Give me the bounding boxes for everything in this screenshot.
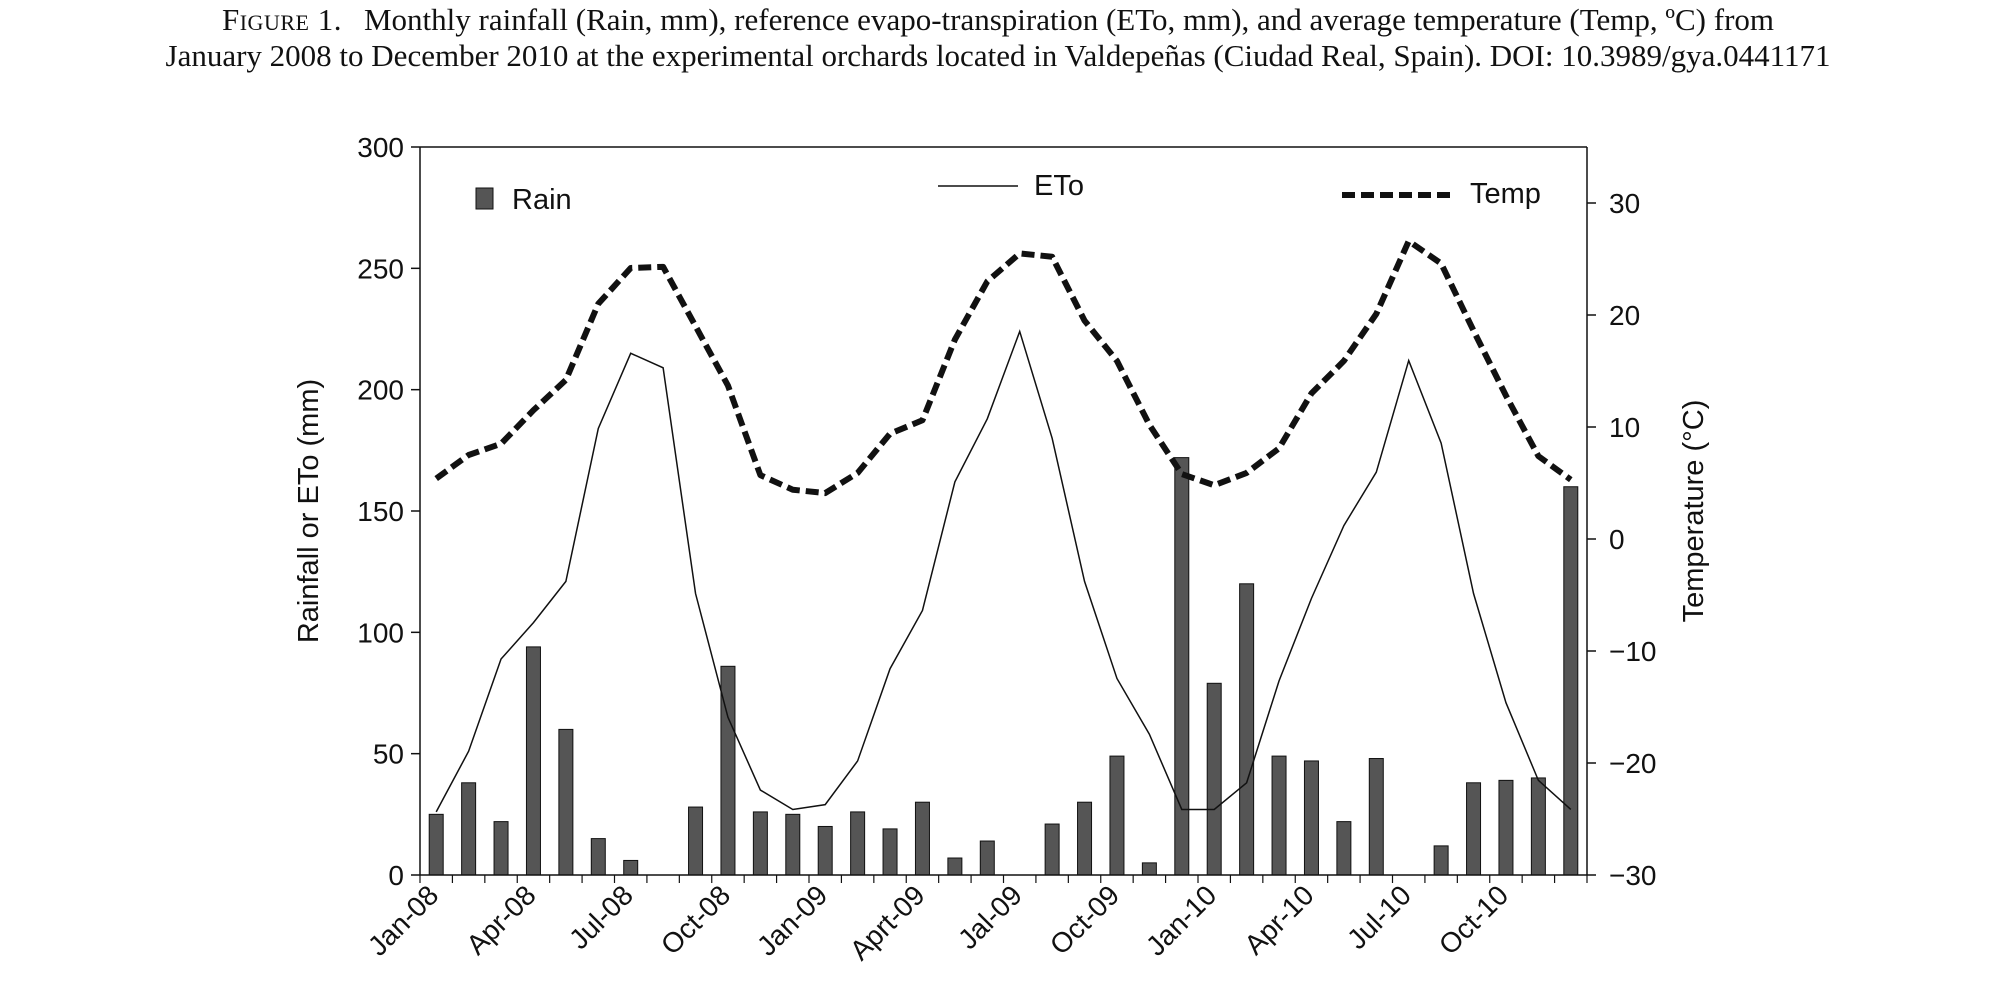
rain-bar-apr-09 — [914, 801, 930, 876]
y-tick-label: 150 — [357, 496, 404, 527]
eto-line — [435, 329, 1572, 813]
x-tick-label: Jul-10 — [1341, 879, 1417, 955]
x-tick-label: Apr-10 — [1238, 879, 1319, 960]
rain-bar-nov-09 — [1141, 862, 1157, 876]
y2-axis-label: Temperature (°C) — [1678, 400, 1710, 623]
rain-bar-feb-08 — [461, 782, 477, 876]
figure-label: Figure 1. — [221, 2, 342, 37]
x-tick-label: Oct-09 — [1044, 879, 1125, 960]
y-tick-label: 0 — [388, 860, 404, 891]
y-tick-label: 200 — [357, 375, 404, 406]
x-tick-label: Jal-09 — [952, 879, 1028, 955]
y-tick-label: 300 — [357, 132, 404, 163]
legend-temp-label: Temp — [1470, 178, 1541, 210]
x-tick-label: Oct-10 — [1433, 879, 1514, 960]
rain-bar-mar-09 — [882, 828, 898, 876]
x-tick-label: Jul-08 — [563, 879, 639, 955]
y2-tick-label: −20 — [1609, 748, 1657, 779]
rain-bar-dec-10 — [1563, 486, 1579, 876]
y2-tick-label: −30 — [1609, 860, 1657, 891]
y2-tick-label: 10 — [1609, 412, 1640, 443]
rain-bar-oct-09 — [1109, 755, 1125, 876]
rain-bar-nov-10 — [1530, 777, 1546, 876]
legend-rain-label: Rain — [512, 184, 572, 216]
rain-bar-mar-10 — [1271, 755, 1287, 876]
legend: Rain ETo Temp — [475, 170, 1541, 216]
caption-line-1: Figure 1. Monthly rainfall (Rain, mm), re… — [0, 2, 1996, 38]
x-tick-label: Jan-10 — [1140, 879, 1222, 961]
x-tick-label: Aprt-09 — [844, 879, 931, 966]
rain-bar-jan-09 — [817, 825, 833, 876]
y2-tick-label: −10 — [1609, 636, 1657, 667]
rain-bar-may-09 — [947, 857, 963, 876]
rain-bar-apr-10 — [1303, 760, 1319, 876]
x-tick-label: Apr-08 — [460, 879, 541, 960]
rain-bar-sep-08 — [688, 806, 704, 876]
rain-bar-jun-09 — [979, 840, 995, 876]
rain-bar-nov-08 — [752, 811, 768, 876]
rain-bar-jan-08 — [428, 813, 444, 876]
legend-eto-label: ETo — [1034, 170, 1084, 202]
y-tick-label: 250 — [357, 253, 404, 284]
rain-bar-may-08 — [558, 728, 574, 876]
rain-bar-feb-09 — [850, 811, 866, 876]
rain-bar-sep-09 — [1077, 801, 1093, 876]
rain-bar-jan-10 — [1206, 682, 1222, 876]
rain-bar-aug-10 — [1433, 845, 1449, 876]
rain-bar-dec-09 — [1174, 457, 1190, 876]
figure-caption: Figure 1. Monthly rainfall (Rain, mm), re… — [0, 2, 1996, 74]
y-tick-label: 50 — [373, 739, 404, 770]
y2-tick-label: 0 — [1609, 524, 1625, 555]
rain-bar-jul-08 — [623, 859, 639, 876]
rain-bar-oct-10 — [1498, 779, 1514, 876]
rain-bar-aug-09 — [1044, 823, 1060, 876]
caption-line-2: January 2008 to December 2010 at the exp… — [165, 38, 1831, 73]
y-axis-label: Rainfall or ETo (mm) — [293, 379, 325, 643]
rain-bar-jun-10 — [1368, 758, 1384, 876]
y2-tick-label: 20 — [1609, 300, 1640, 331]
rain-bar-mar-08 — [493, 821, 509, 876]
rain-bar-sep-10 — [1466, 782, 1482, 876]
x-tick-label: Jan-09 — [751, 879, 833, 961]
rain-bar-may-10 — [1336, 821, 1352, 876]
temp-line — [434, 238, 1573, 497]
legend-rain-swatch — [475, 187, 494, 210]
rain-bar-jun-08 — [590, 838, 606, 876]
x-tick-label: Jan-08 — [362, 879, 444, 961]
rain-bars — [428, 457, 1579, 876]
series-lines — [434, 238, 1573, 813]
rain-bar-apr-08 — [525, 646, 541, 876]
rain-bar-dec-08 — [785, 813, 801, 876]
y2-tick-label: 30 — [1609, 188, 1640, 219]
caption-text-1: Monthly rainfall (Rain, mm), reference e… — [363, 2, 1775, 37]
x-tick-label: Oct-08 — [655, 879, 736, 960]
y-tick-label: 100 — [357, 617, 404, 648]
rain-bar-feb-10 — [1239, 583, 1255, 876]
